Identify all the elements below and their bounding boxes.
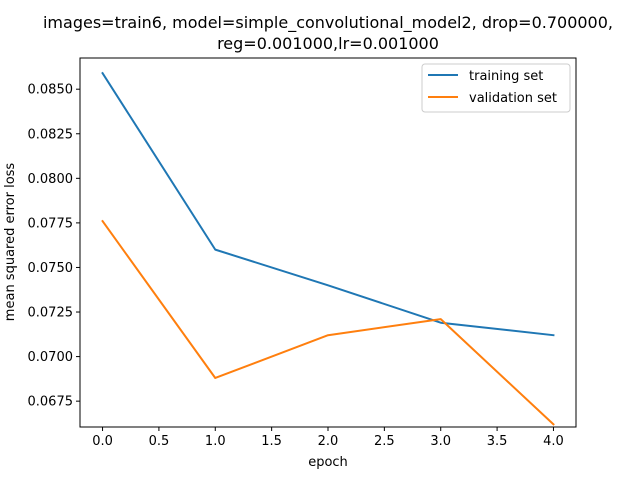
y-tick-label: 0.0850	[28, 83, 74, 98]
axes-frame	[79, 57, 577, 428]
legend: training set validation set	[421, 63, 571, 113]
x-tick-label: 0.0	[92, 434, 113, 449]
y-tick-label: 0.0725	[28, 306, 74, 321]
x-tick-label: 2.5	[374, 434, 395, 449]
series-lines	[101, 71, 555, 426]
x-tick-label: 3.5	[487, 434, 508, 449]
x-axis-ticks: 0.0 0.5 1.0 1.5 2.0 2.5 3.0 3.5 4.0	[92, 427, 564, 449]
legend-label-validation-set: validation set	[469, 91, 557, 106]
x-tick-label: 2.0	[318, 434, 339, 449]
y-tick-label: 0.0700	[28, 350, 74, 365]
x-tick-label: 0.5	[149, 434, 170, 449]
y-tick-label: 0.0775	[28, 216, 74, 231]
y-tick-label: 0.0675	[28, 395, 74, 410]
y-tick-label: 0.0800	[28, 172, 74, 187]
x-tick-label: 1.5	[261, 434, 282, 449]
x-tick-label: 3.0	[430, 434, 451, 449]
x-tick-label: 4.0	[543, 434, 564, 449]
y-tick-label: 0.0825	[28, 127, 74, 142]
legend-box	[421, 63, 571, 113]
y-axis-label: mean squared error loss	[3, 163, 18, 322]
chart-title-line-2: reg=0.001000,lr=0.001000	[217, 34, 439, 53]
legend-label-training-set: training set	[469, 69, 543, 84]
x-axis-label: epoch	[308, 455, 348, 470]
y-axis-ticks: 0.0675 0.0700 0.0725 0.0750 0.0775 0.0800 0.08…	[28, 83, 80, 410]
chart-title-line-1: images=train6, model=simple_convolutiona…	[43, 13, 613, 33]
x-tick-label: 1.0	[205, 434, 226, 449]
y-tick-label: 0.0750	[28, 261, 74, 276]
